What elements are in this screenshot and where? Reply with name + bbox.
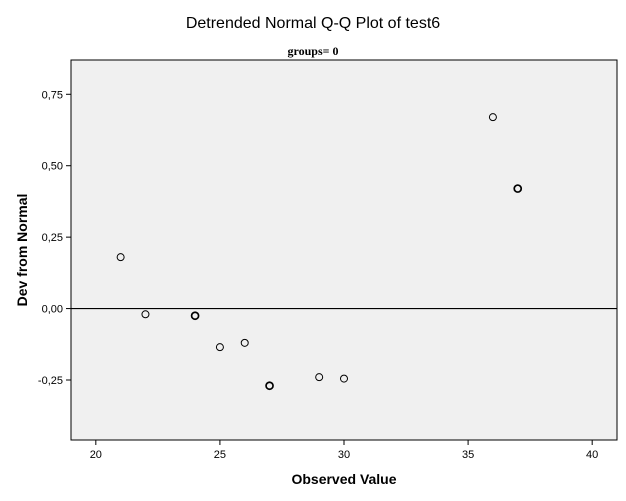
data-point <box>116 253 125 262</box>
y-tick-label: -0,25 <box>38 375 63 387</box>
data-points <box>116 113 523 391</box>
data-point <box>265 381 274 391</box>
y-tick-label: 0,50 <box>42 161 63 173</box>
x-tick-label: 35 <box>462 449 474 461</box>
data-point <box>340 374 348 383</box>
data-point <box>215 343 224 352</box>
x-tick-label: 25 <box>214 449 226 461</box>
data-point <box>240 338 249 347</box>
data-point <box>488 113 497 122</box>
x-tick-label: 20 <box>90 449 102 461</box>
y-tick-label: 0,75 <box>42 89 63 101</box>
x-axis-label: Observed Value <box>291 471 396 487</box>
data-point <box>141 310 150 319</box>
y-axis-label: Dev from Normal <box>14 194 30 307</box>
y-tick-label: 0,00 <box>42 304 63 316</box>
chart-title: Detrended Normal Q-Q Plot of test6 <box>186 15 440 32</box>
y-axis: 0,75 0,50 0,25 0,00 -0,25 <box>38 89 71 387</box>
data-point <box>315 373 324 382</box>
x-axis: 20 25 30 35 40 <box>90 440 598 461</box>
chart-subtitle: groups= 0 <box>288 44 339 58</box>
plot-area <box>70 59 618 441</box>
data-point <box>190 311 200 321</box>
y-tick-label: 0,25 <box>42 232 63 244</box>
x-tick-label: 30 <box>338 449 350 461</box>
x-tick-label: 40 <box>586 449 598 461</box>
data-point <box>513 184 523 193</box>
